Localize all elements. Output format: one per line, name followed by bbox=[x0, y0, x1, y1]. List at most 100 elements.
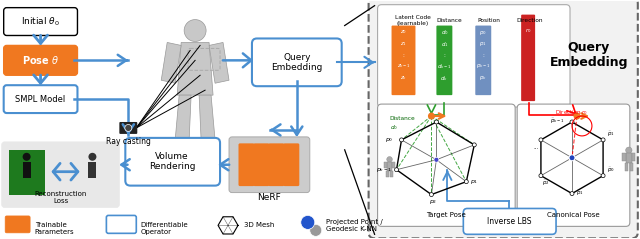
Text: $p_0$: $p_0$ bbox=[479, 28, 487, 37]
Circle shape bbox=[387, 157, 392, 162]
FancyBboxPatch shape bbox=[125, 138, 220, 186]
Circle shape bbox=[601, 138, 605, 142]
Text: :: : bbox=[483, 53, 484, 58]
Text: $r_0$: $r_0$ bbox=[525, 26, 531, 35]
Bar bbox=[630, 163, 633, 171]
Text: $\tilde{p}_2$: $\tilde{p}_2$ bbox=[542, 179, 550, 188]
Text: Distance: Distance bbox=[436, 18, 462, 23]
Text: Direction $r_0$: Direction $r_0$ bbox=[556, 109, 589, 118]
Text: Volume
Rendering: Volume Rendering bbox=[149, 152, 195, 171]
Circle shape bbox=[539, 138, 543, 142]
Circle shape bbox=[472, 143, 476, 147]
Circle shape bbox=[429, 193, 433, 196]
Circle shape bbox=[301, 215, 315, 229]
Text: Differentiable
Operator: Differentiable Operator bbox=[140, 222, 188, 235]
Circle shape bbox=[435, 120, 438, 124]
FancyBboxPatch shape bbox=[4, 45, 77, 75]
Bar bbox=[623, 153, 626, 161]
Circle shape bbox=[125, 125, 132, 131]
Circle shape bbox=[569, 155, 575, 161]
Circle shape bbox=[434, 157, 439, 162]
Bar bbox=[9, 150, 45, 195]
Text: $p_1$: $p_1$ bbox=[470, 178, 479, 186]
FancyBboxPatch shape bbox=[517, 104, 630, 226]
Text: NeRF: NeRF bbox=[257, 193, 281, 202]
Polygon shape bbox=[199, 95, 215, 140]
Text: $p_0$: $p_0$ bbox=[385, 136, 394, 144]
Circle shape bbox=[601, 174, 605, 178]
Bar bbox=[386, 170, 389, 178]
Text: Projected Point /
Geodesic K-NN: Projected Point / Geodesic K-NN bbox=[326, 219, 383, 232]
Bar bbox=[22, 162, 31, 178]
Bar bbox=[632, 153, 636, 161]
Circle shape bbox=[310, 224, 322, 236]
Circle shape bbox=[399, 138, 403, 142]
FancyBboxPatch shape bbox=[378, 5, 570, 107]
FancyBboxPatch shape bbox=[463, 208, 556, 234]
Text: $\tilde{p}_{k-1}$: $\tilde{p}_{k-1}$ bbox=[550, 118, 564, 126]
Text: $z_k$: $z_k$ bbox=[400, 74, 407, 82]
Text: Direction: Direction bbox=[516, 18, 542, 23]
Text: Query
Embedding: Query Embedding bbox=[550, 41, 628, 69]
FancyBboxPatch shape bbox=[2, 142, 119, 207]
FancyBboxPatch shape bbox=[521, 15, 535, 101]
FancyBboxPatch shape bbox=[239, 143, 255, 186]
Bar bbox=[387, 162, 392, 170]
Circle shape bbox=[88, 153, 97, 161]
FancyBboxPatch shape bbox=[4, 8, 77, 35]
FancyBboxPatch shape bbox=[369, 0, 638, 238]
FancyBboxPatch shape bbox=[253, 143, 269, 186]
Circle shape bbox=[570, 120, 574, 124]
FancyBboxPatch shape bbox=[106, 215, 136, 233]
Text: $d_1$: $d_1$ bbox=[440, 40, 448, 49]
FancyBboxPatch shape bbox=[476, 26, 492, 95]
Text: Initial $\theta_0$: Initial $\theta_0$ bbox=[21, 15, 60, 28]
Text: $p_{k-1}$: $p_{k-1}$ bbox=[476, 62, 490, 70]
Circle shape bbox=[539, 174, 543, 178]
Text: $p_k$: $p_k$ bbox=[479, 74, 487, 82]
Text: :: : bbox=[444, 53, 445, 58]
Text: $z_{k-1}$: $z_{k-1}$ bbox=[397, 62, 410, 70]
Bar bbox=[384, 162, 387, 168]
Circle shape bbox=[184, 20, 206, 41]
Text: $\tilde{p}_1$: $\tilde{p}_1$ bbox=[576, 189, 584, 198]
Text: Position: Position bbox=[478, 18, 500, 23]
Text: :: : bbox=[403, 53, 404, 58]
Circle shape bbox=[22, 153, 31, 161]
Text: Pose $\theta$: Pose $\theta$ bbox=[22, 54, 60, 66]
Circle shape bbox=[573, 113, 580, 120]
FancyBboxPatch shape bbox=[378, 104, 515, 226]
Text: $d_0$: $d_0$ bbox=[440, 28, 448, 37]
Bar bbox=[625, 163, 628, 171]
Text: $z_0$: $z_0$ bbox=[400, 28, 407, 37]
Text: SMPL Model: SMPL Model bbox=[15, 95, 66, 104]
Circle shape bbox=[394, 168, 399, 172]
Text: $p_1$: $p_1$ bbox=[479, 40, 487, 49]
Circle shape bbox=[570, 155, 575, 160]
FancyBboxPatch shape bbox=[5, 216, 30, 233]
Polygon shape bbox=[209, 43, 229, 83]
Text: Latent Code
(learnable): Latent Code (learnable) bbox=[394, 15, 431, 26]
FancyBboxPatch shape bbox=[4, 85, 77, 113]
Text: $p_2$: $p_2$ bbox=[429, 197, 438, 206]
Circle shape bbox=[570, 192, 574, 196]
FancyBboxPatch shape bbox=[436, 26, 452, 95]
FancyBboxPatch shape bbox=[392, 26, 415, 95]
Text: $d_k$: $d_k$ bbox=[440, 74, 448, 83]
Text: $d_{k-1}$: $d_{k-1}$ bbox=[437, 62, 452, 71]
Text: ...: ... bbox=[533, 145, 538, 150]
Text: $\tilde{p}_0$: $\tilde{p}_0$ bbox=[607, 166, 615, 175]
Polygon shape bbox=[175, 95, 191, 140]
Text: Reconstruction
Loss: Reconstruction Loss bbox=[35, 191, 86, 204]
Bar bbox=[88, 162, 97, 178]
Circle shape bbox=[626, 147, 632, 153]
FancyBboxPatch shape bbox=[119, 122, 138, 134]
Text: Trainable
Parameters: Trainable Parameters bbox=[35, 222, 74, 235]
Circle shape bbox=[428, 113, 435, 120]
Text: $p_{k-1}$: $p_{k-1}$ bbox=[376, 166, 393, 174]
Bar bbox=[626, 153, 632, 163]
FancyBboxPatch shape bbox=[252, 38, 342, 86]
Polygon shape bbox=[177, 43, 213, 95]
Text: Ray casting: Ray casting bbox=[106, 137, 151, 146]
Circle shape bbox=[465, 180, 468, 184]
